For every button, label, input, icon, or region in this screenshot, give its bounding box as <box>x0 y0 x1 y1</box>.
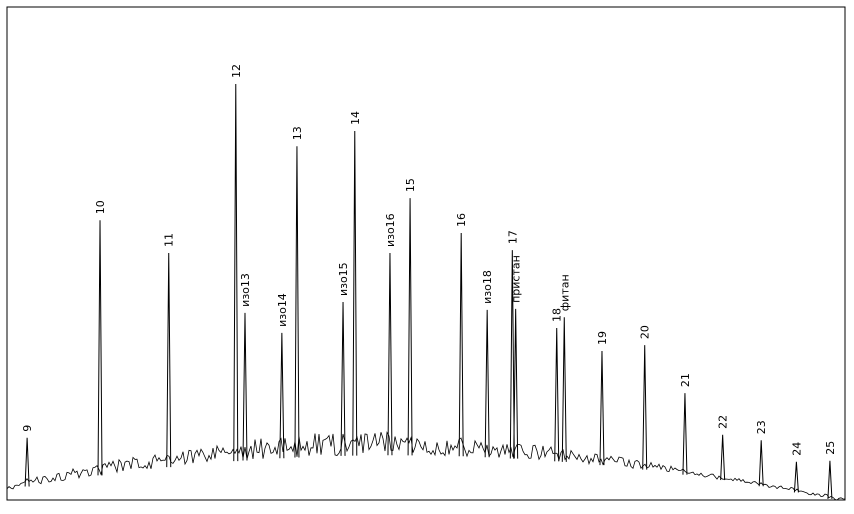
peak <box>340 302 346 456</box>
peak <box>554 328 560 462</box>
peak <box>758 440 764 487</box>
peak <box>97 220 103 476</box>
peak <box>682 393 688 475</box>
peak <box>24 437 30 487</box>
peak-label: 13 <box>291 126 304 140</box>
peak-label: изо15 <box>337 262 350 296</box>
peak <box>513 308 519 459</box>
peak-label: 11 <box>163 233 176 247</box>
peak-label: фитан <box>558 274 571 311</box>
peak-label: 12 <box>230 64 243 78</box>
peak-label: изо13 <box>239 273 252 307</box>
peak-label: изо14 <box>276 293 289 327</box>
peak-label: 22 <box>717 415 730 429</box>
peak-label: пристан <box>510 255 523 303</box>
peak <box>387 253 393 456</box>
peak-label: 9 <box>21 425 34 432</box>
peak-label: 20 <box>639 325 652 339</box>
peak-label: 21 <box>679 373 692 387</box>
peak-label: 23 <box>755 420 768 434</box>
peak <box>484 309 490 458</box>
plot-frame <box>6 6 846 501</box>
peak-label: 15 <box>404 178 417 192</box>
peak-label: 24 <box>790 442 803 456</box>
peak <box>407 198 413 456</box>
peak <box>352 131 358 456</box>
peak <box>720 434 726 481</box>
peak-label: 19 <box>596 331 609 345</box>
peak <box>561 317 567 462</box>
peak-label: 14 <box>349 111 362 125</box>
peak <box>509 250 515 459</box>
peak <box>642 345 648 470</box>
peak-label: изо16 <box>384 213 397 247</box>
peak <box>827 460 833 499</box>
peak-label: 25 <box>824 441 837 455</box>
peak <box>242 312 248 461</box>
baseline-noise <box>6 431 846 501</box>
peak <box>458 232 464 457</box>
peak <box>599 351 605 466</box>
peak <box>166 253 172 468</box>
peak-label: 18 <box>551 308 564 322</box>
peak <box>233 83 239 462</box>
peak <box>294 146 300 458</box>
peak-label: изо18 <box>481 270 494 304</box>
peak-label: 16 <box>455 213 468 227</box>
peak <box>793 461 799 493</box>
peak-label: 10 <box>94 200 107 214</box>
peak <box>279 332 285 459</box>
peak-label: 17 <box>506 230 519 244</box>
